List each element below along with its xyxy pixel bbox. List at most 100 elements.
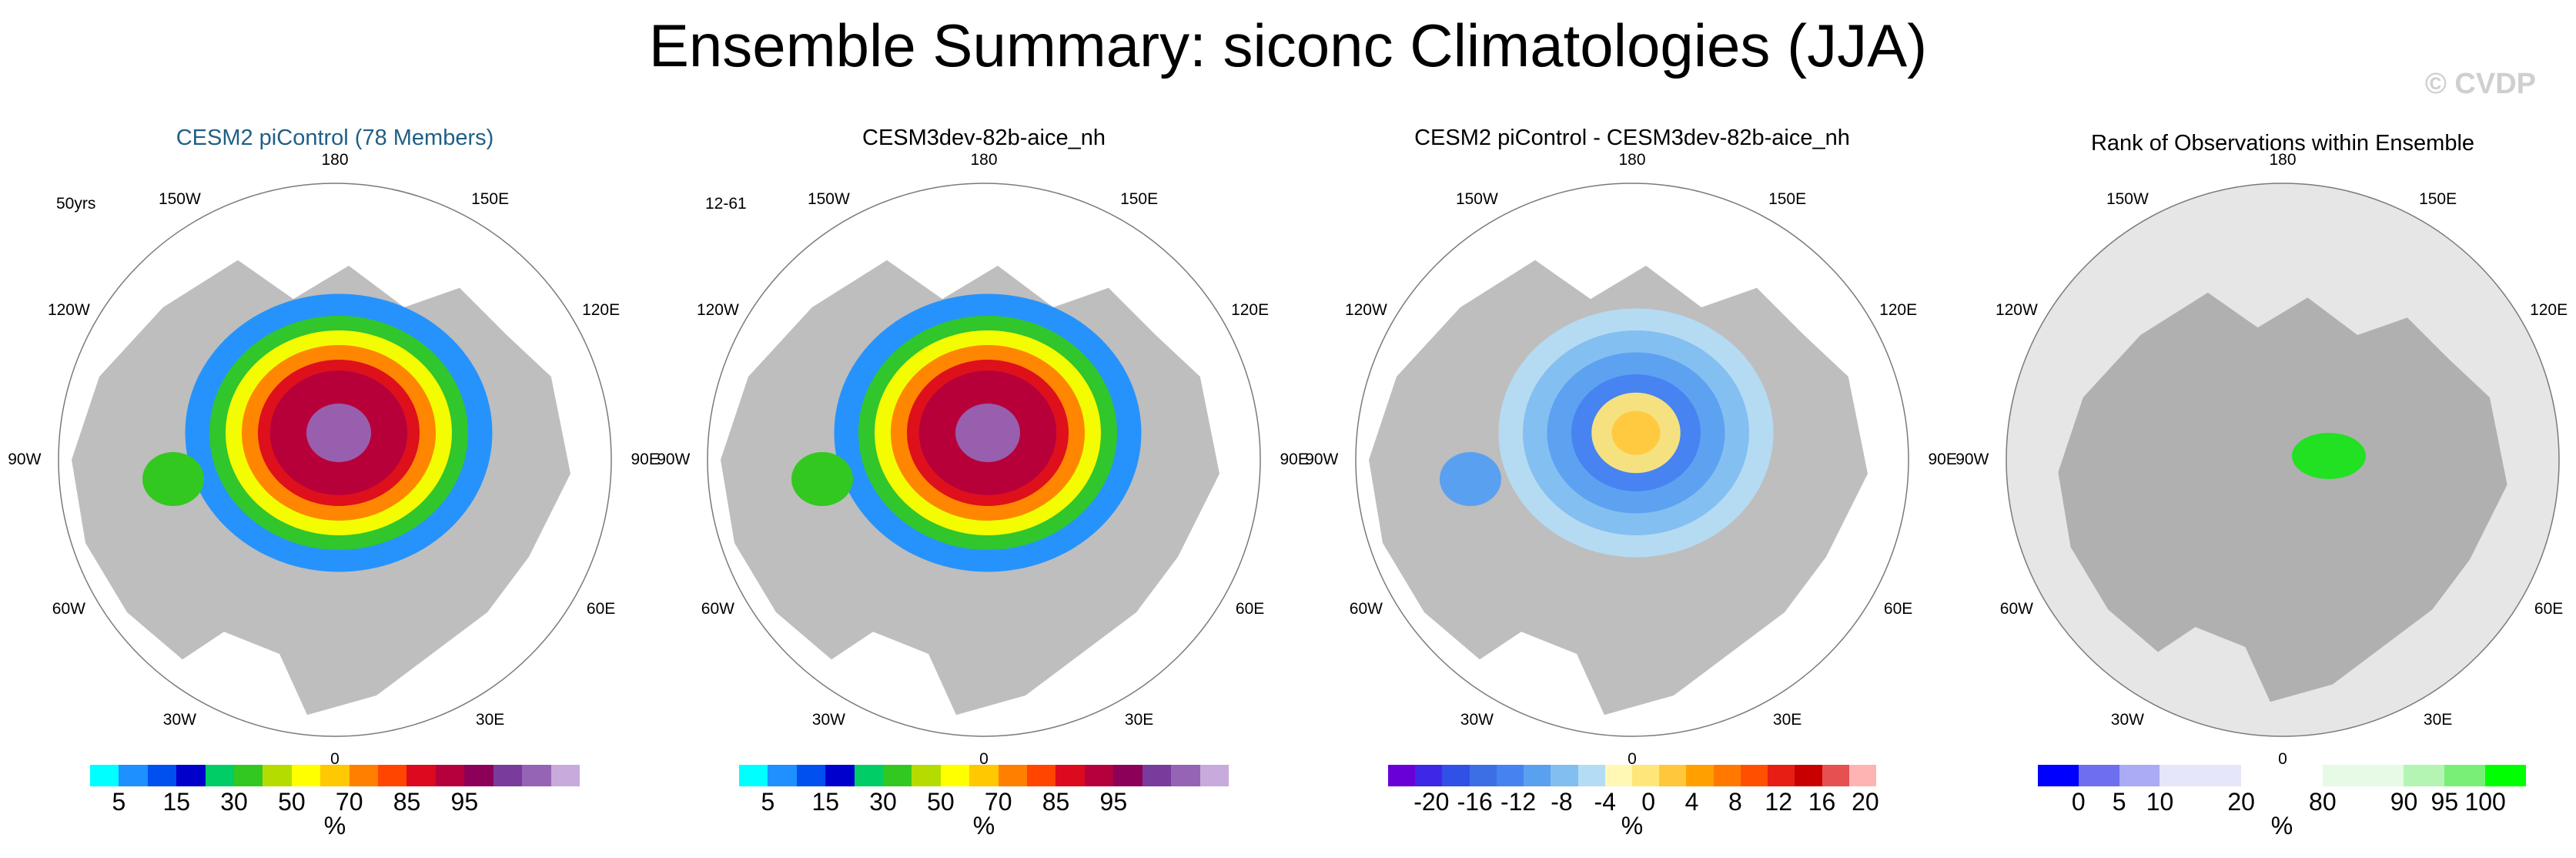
colorbar-swatch [1713, 765, 1741, 786]
colorbar-swatch [147, 765, 177, 786]
hudson-bay-ice [1440, 452, 1501, 506]
longitude-label: 30W [2110, 711, 2144, 729]
colorbar-swatch [1027, 765, 1056, 786]
colorbar [2038, 765, 2526, 786]
colorbar-tick-label: 15 [162, 788, 191, 816]
longitude-label: 30W [1460, 711, 1494, 729]
colorbar-swatch [320, 765, 350, 786]
map-boundary [1355, 183, 1909, 737]
colorbar-tick-label: 50 [927, 788, 955, 816]
colorbar-swatch [90, 765, 119, 786]
colorbar-swatch [1795, 765, 1822, 786]
ice-contour [955, 404, 1020, 462]
colorbar-swatch [176, 765, 206, 786]
longitude-label: 150E [471, 189, 510, 208]
longitude-label: 60E [586, 600, 616, 618]
longitude-label: 150E [1768, 189, 1807, 208]
colorbar-swatch [768, 765, 797, 786]
longitude-label: 120E [2530, 300, 2568, 319]
colorbar-swatch [969, 765, 999, 786]
panel-title: Rank of Observations within Ensemble [2090, 131, 2475, 156]
panel-title: CESM3dev-82b-aice_nh [862, 126, 1106, 150]
colorbar-swatch [2485, 765, 2526, 786]
cvdp-watermark: © CVDP [2424, 68, 2536, 100]
longitude-label: 30E [475, 711, 505, 729]
colorbar-unit: % [2270, 812, 2293, 840]
colorbar-tick-label: -16 [1457, 788, 1493, 816]
colorbar-swatch [435, 765, 465, 786]
colorbar-tick-label: 5 [112, 788, 126, 816]
colorbar-swatch [205, 765, 235, 786]
colorbar-tick-label: 85 [393, 788, 421, 816]
longitude-label: 120W [1995, 300, 2038, 319]
colorbar-tick-label: -12 [1500, 788, 1537, 816]
colorbar-swatch [2159, 765, 2201, 786]
longitude-label: 90E [1928, 451, 1957, 468]
colorbar-swatch [1496, 765, 1524, 786]
longitude-label: 180 [2269, 151, 2297, 169]
longitude-label: 0 [330, 749, 340, 768]
longitude-label: 150W [2106, 189, 2149, 208]
colorbar-tick-label: -8 [1551, 788, 1573, 816]
hudson-bay-ice [142, 452, 204, 506]
colorbar-swatch [1740, 765, 1768, 786]
colorbar-unit: % [323, 812, 346, 840]
colorbar-tick-label: 95 [450, 788, 479, 816]
colorbar-tick-label: 100 [2464, 788, 2506, 816]
colorbar-swatch [1848, 765, 1876, 786]
longitude-label: 150E [2419, 189, 2457, 208]
colorbar-swatch [291, 765, 321, 786]
colorbar-tick-label: 0 [2071, 788, 2086, 816]
longitude-label: 150E [1120, 189, 1159, 208]
longitude-label: 60E [1883, 600, 1913, 618]
longitude-label: 60W [1999, 600, 2033, 618]
colorbar-swatch [940, 765, 970, 786]
map-boundary [2006, 183, 2560, 737]
longitude-label: 60W [701, 600, 734, 618]
colorbar-tick-label: 50 [278, 788, 306, 816]
colorbar-swatch [349, 765, 379, 786]
colorbar-swatch [2038, 765, 2079, 786]
colorbar-tick-label: 95 [1099, 788, 1128, 816]
longitude-label: 120E [582, 300, 621, 319]
rank-highlight [2292, 433, 2366, 479]
colorbar-swatch [1659, 765, 1687, 786]
colorbar-swatch [1577, 765, 1605, 786]
longitude-label: 60W [1349, 600, 1383, 618]
colorbar-swatch [119, 765, 148, 786]
colorbar-tick-label: 20 [1852, 788, 1879, 816]
longitude-label: 30E [1772, 711, 1802, 729]
ice-contour [306, 404, 371, 462]
longitude-label: 90E [1280, 451, 1309, 468]
colorbar-tick-label: 5 [2112, 788, 2126, 816]
colorbar-swatch [378, 765, 407, 786]
colorbar-swatch [1822, 765, 1849, 786]
longitude-label: 90W [1955, 451, 1989, 468]
longitude-label: 120W [47, 300, 90, 319]
colorbar-tick-label: -4 [1594, 788, 1616, 816]
longitude-label: 180 [1618, 151, 1646, 169]
colorbar-swatch [2322, 765, 2364, 786]
colorbar-tick-label: 70 [335, 788, 363, 816]
colorbar-swatch [1631, 765, 1660, 786]
polar-map [1355, 183, 1909, 737]
polar-map [2006, 183, 2560, 737]
colorbar-swatch [263, 765, 292, 786]
colorbar [1388, 765, 1876, 786]
colorbar-swatch [550, 765, 580, 786]
colorbar-swatch [1055, 765, 1085, 786]
colorbar-swatch [2444, 765, 2486, 786]
colorbar-tick-label: 85 [1042, 788, 1070, 816]
colorbar-tick-label: 70 [984, 788, 1012, 816]
polar-map [707, 183, 1261, 737]
longitude-label: 30W [162, 711, 196, 729]
colorbar-swatch [1604, 765, 1632, 786]
colorbar-swatch [2200, 765, 2242, 786]
colorbar-swatch [1142, 765, 1172, 786]
colorbar-tick-label: 10 [2146, 788, 2174, 816]
colorbar-tick-label: 90 [2390, 788, 2418, 816]
colorbar-swatch [1415, 765, 1443, 786]
colorbar-swatch [1442, 765, 1470, 786]
colorbar-tick-label: 12 [1765, 788, 1792, 816]
map-boundary [58, 183, 612, 737]
